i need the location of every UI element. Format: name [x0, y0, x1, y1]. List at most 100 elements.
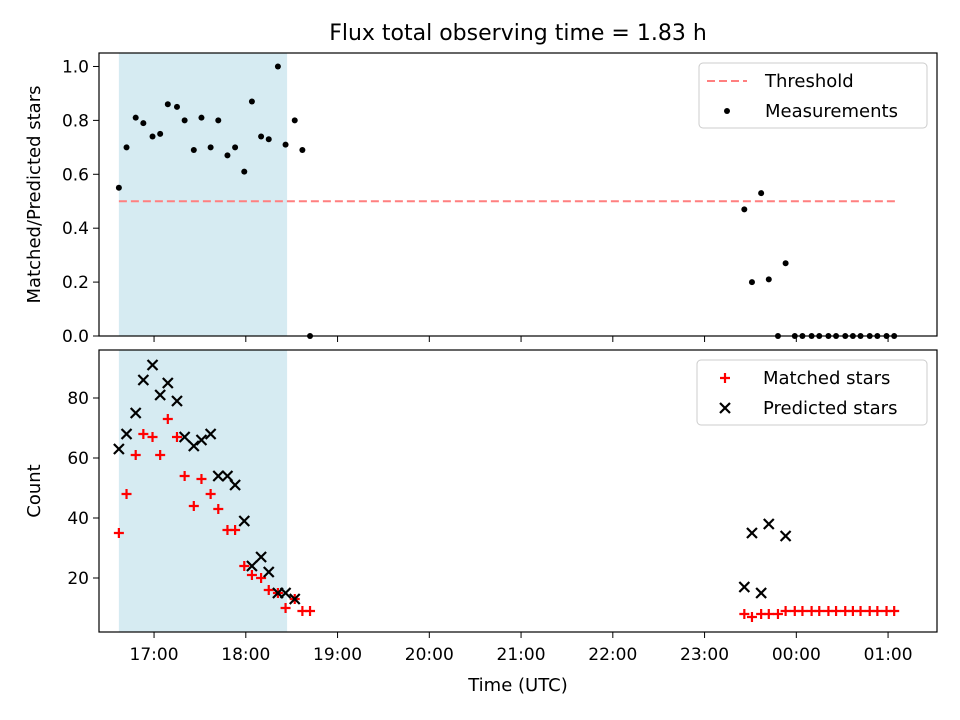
predicted-star-point [779, 530, 792, 542]
measurement-point [173, 103, 180, 110]
matched-star-point [797, 606, 808, 616]
top-plot-frame [98, 52, 938, 337]
legend-symbol [719, 402, 731, 414]
matched-star-point [162, 414, 173, 424]
predicted-star-point [279, 587, 292, 599]
predicted-star-point [154, 389, 166, 401]
top-legend: Threshold Measurements [698, 62, 928, 129]
x-tick-label: 20:00 [405, 645, 454, 665]
measurement-point [248, 98, 255, 105]
predicted-star-point [120, 428, 133, 440]
predicted-star-point [204, 428, 217, 440]
measurement-point [115, 184, 122, 191]
predicted-star-point [162, 377, 174, 389]
measurement-point [224, 152, 231, 159]
matched-star-point [746, 612, 757, 622]
matched-star-point [246, 570, 257, 580]
matched-star-point [179, 471, 190, 481]
y-tick-label: 1.0 [62, 57, 89, 77]
measurement-point [132, 114, 139, 121]
predicted-star-point [146, 359, 159, 371]
matched-star-point [138, 429, 149, 439]
predicted-star-point [262, 566, 275, 578]
y-tick-label: 0.2 [62, 273, 89, 293]
matched-star-point [113, 528, 124, 538]
measurement-point [164, 101, 171, 108]
bottom-axes: 20 40 60 80 17:00 18:00 19:00 20:00 21:00 22:00 23… [67, 389, 912, 665]
matched-star-point [188, 501, 199, 511]
predicted-star-point [288, 593, 301, 605]
bottom-plot-marks [113, 359, 900, 622]
measurement-point [157, 130, 164, 137]
predicted-star-point [246, 560, 258, 572]
legend-symbol [720, 373, 730, 383]
matched-star-point [855, 606, 866, 616]
matched-star-point [239, 561, 250, 571]
predicted-star-point [238, 515, 251, 527]
predicted-star-point [178, 431, 191, 443]
measurement-point [765, 276, 772, 283]
measurement-point [207, 144, 214, 151]
bottom-shaded-span [118, 350, 288, 632]
predicted-star-point [738, 581, 751, 593]
legend-label: Threshold [764, 71, 854, 92]
measurement-point [758, 190, 765, 197]
matched-star-point [889, 606, 900, 616]
measurement-point [265, 136, 272, 143]
predicted-star-point [113, 443, 125, 455]
measurement-point [149, 133, 156, 140]
top-panel: 0.0 0.2 0.4 0.6 0.8 1.0 Matched/Predicted sta… [24, 52, 938, 347]
predicted-star-point [229, 479, 241, 491]
measurement-point [140, 120, 147, 127]
matched-star-point [263, 585, 274, 595]
bottom-y-axis-label: Count [24, 464, 45, 517]
matched-star-point [739, 609, 750, 619]
matched-star-point [147, 432, 158, 442]
x-tick-label: 19:00 [313, 645, 362, 665]
matched-star-point [155, 450, 166, 460]
predicted-star-point [188, 440, 200, 452]
matched-star-point [763, 609, 774, 619]
top-axes: 0.0 0.2 0.4 0.6 0.8 1.0 [62, 57, 889, 347]
matched-star-point [121, 489, 132, 499]
predicted-star-point [255, 551, 267, 563]
measurement-point [782, 260, 789, 267]
top-y-axis-label: Matched/Predicted stars [24, 86, 45, 304]
predicted-star-point [129, 407, 142, 419]
y-tick-label: 60 [67, 449, 89, 469]
y-tick-label: 20 [67, 569, 89, 589]
matched-star-point [196, 474, 207, 484]
measurement-point [274, 63, 281, 70]
measurement-point [282, 141, 289, 148]
measurement-point [241, 168, 248, 175]
matched-star-point [130, 450, 141, 460]
legend-box [698, 62, 928, 129]
measurement-point [232, 144, 239, 151]
measurement-point [741, 206, 748, 213]
y-tick-label: 0.0 [62, 327, 89, 347]
legend-symbol [724, 108, 730, 114]
matched-star-point [814, 606, 825, 616]
measurement-point [198, 114, 205, 121]
matched-star-point [305, 606, 316, 616]
measurement-point [190, 147, 197, 154]
top-shaded-span [118, 53, 288, 336]
measurement-point [258, 133, 265, 140]
predicted-star-point [195, 434, 208, 446]
y-tick-label: 0.8 [62, 111, 89, 131]
matched-star-point [205, 489, 216, 499]
y-tick-label: 80 [67, 389, 89, 409]
measurement-point [748, 279, 755, 286]
x-tick-label: 00:00 [772, 645, 821, 665]
y-tick-label: 0.6 [62, 165, 89, 185]
measurement-point [299, 147, 306, 154]
matched-star-point [280, 603, 291, 613]
legend-label: Measurements [765, 101, 898, 122]
figure-title: Flux total observing time = 1.83 h [329, 21, 707, 46]
predicted-star-point [212, 470, 225, 482]
matched-star-point [171, 432, 182, 442]
bottom-panel: 20 40 60 80 17:00 18:00 19:00 20:00 21:00 22:00 23… [24, 349, 938, 696]
predicted-star-point [755, 587, 767, 599]
matched-star-point [772, 609, 783, 619]
x-tick-label: 23:00 [680, 645, 729, 665]
